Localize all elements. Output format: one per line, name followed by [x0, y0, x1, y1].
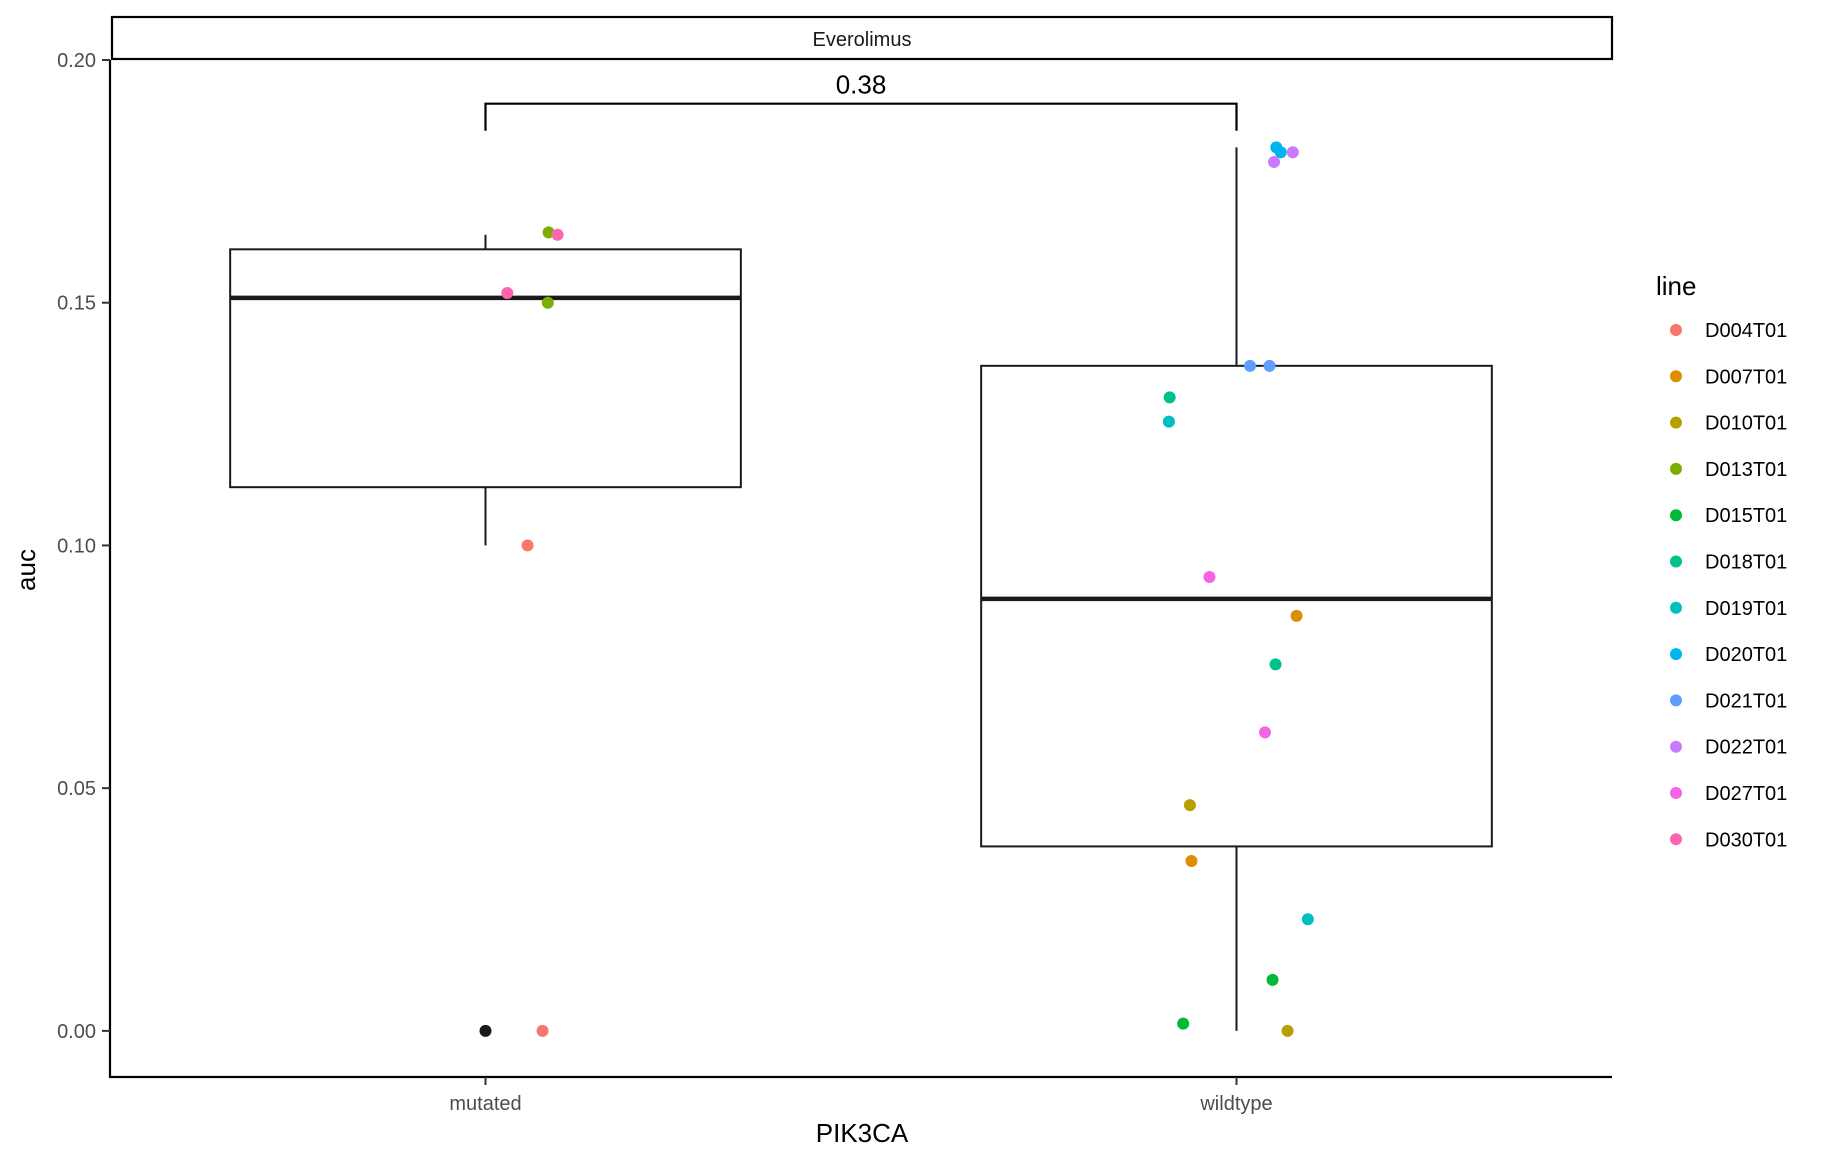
legend-label: D010T01 — [1705, 413, 1787, 435]
data-point-D013T01 — [542, 226, 555, 239]
y-axis-title: auc — [11, 549, 41, 591]
data-point-D013T01 — [541, 296, 554, 309]
legend-label: D021T01 — [1705, 690, 1787, 712]
y-tick-label: 0.15 — [57, 293, 96, 315]
legend-key-D018T01 — [1670, 555, 1682, 568]
legend-title: line — [1656, 271, 1696, 301]
legend-key-D030T01 — [1670, 833, 1682, 846]
legend-label: D013T01 — [1705, 459, 1787, 481]
y-tick-label: 0.00 — [57, 1021, 96, 1043]
bracket-line — [484, 102, 1238, 131]
legend-key-D022T01 — [1670, 740, 1682, 753]
y-tick-label: 0.05 — [57, 778, 96, 800]
y-tick-label: 0.20 — [57, 50, 96, 72]
legend-key-D021T01 — [1670, 694, 1682, 707]
data-point-D018T01 — [1163, 391, 1176, 404]
legend-key-D010T01 — [1670, 416, 1682, 429]
legend-label: D027T01 — [1705, 783, 1787, 805]
data-point-D007T01 — [1290, 609, 1303, 622]
legend-key-D007T01 — [1670, 370, 1682, 383]
facet-strip — [110, 15, 1614, 61]
data-point-D010T01 — [1183, 799, 1196, 812]
x-tick-label: wildtype — [1199, 1093, 1272, 1115]
facet-title: Everolimus — [813, 29, 912, 51]
p-value-label: 0.38 — [836, 70, 887, 100]
data-point-D021T01 — [1244, 359, 1257, 372]
x-ticks: mutated wildtype — [449, 1077, 1273, 1115]
box-iqr — [229, 248, 742, 489]
data-point-D030T01 — [501, 287, 514, 300]
legend-label: D015T01 — [1705, 505, 1787, 527]
data-point-D004T01 — [536, 1024, 549, 1037]
boxes — [229, 147, 1493, 1037]
data-point-D019T01 — [1162, 415, 1175, 428]
data-point-D021T01 — [1263, 359, 1276, 372]
data-point-D030T01 — [551, 228, 564, 241]
data-point-D020T01 — [1274, 146, 1287, 159]
legend-label: D020T01 — [1705, 644, 1787, 666]
legend-label: D004T01 — [1705, 320, 1787, 342]
box-wildtype — [980, 147, 1493, 1031]
data-point-D022T01 — [1286, 146, 1299, 159]
data-point-D018T01 — [1269, 658, 1282, 671]
box-iqr — [980, 364, 1493, 848]
legend-key-D015T01 — [1670, 509, 1682, 522]
data-point-D027T01 — [1259, 726, 1272, 739]
data-point-D007T01 — [1185, 854, 1198, 867]
legend-key-D027T01 — [1670, 787, 1682, 799]
y-tick-label: 0.10 — [57, 535, 96, 557]
legend-key-D013T01 — [1670, 462, 1682, 475]
x-axis-title: PIK3CA — [816, 1118, 909, 1148]
data-point-D022T01 — [1268, 155, 1281, 168]
data-point-D027T01 — [1203, 570, 1216, 583]
legend-key-D004T01 — [1670, 324, 1682, 336]
box-mutated — [229, 234, 742, 1037]
data-point-D004T01 — [521, 539, 534, 552]
comparison-bracket: 0.38 — [484, 70, 1238, 131]
x-tick-label: mutated — [449, 1093, 521, 1115]
legend-key-D019T01 — [1670, 601, 1682, 614]
data-point-D015T01 — [1177, 1017, 1190, 1030]
legend-label: D030T01 — [1705, 829, 1787, 851]
legend-key-D020T01 — [1670, 648, 1682, 661]
legend-label: D007T01 — [1705, 366, 1787, 388]
legend-label: D019T01 — [1705, 598, 1787, 620]
legend-label: D022T01 — [1705, 737, 1787, 759]
data-point-D015T01 — [1266, 973, 1279, 986]
outlier-point — [479, 1024, 492, 1037]
points — [501, 141, 1314, 1037]
data-point-D019T01 — [1301, 913, 1314, 926]
data-point-D010T01 — [1281, 1024, 1294, 1037]
legend: line D004T01 D007T01 D010T01 D013T01 D015T01… — [1656, 271, 1787, 851]
y-ticks: 0.00 0.05 0.10 0.15 0.20 — [57, 50, 110, 1043]
legend-label: D018T01 — [1705, 552, 1787, 574]
